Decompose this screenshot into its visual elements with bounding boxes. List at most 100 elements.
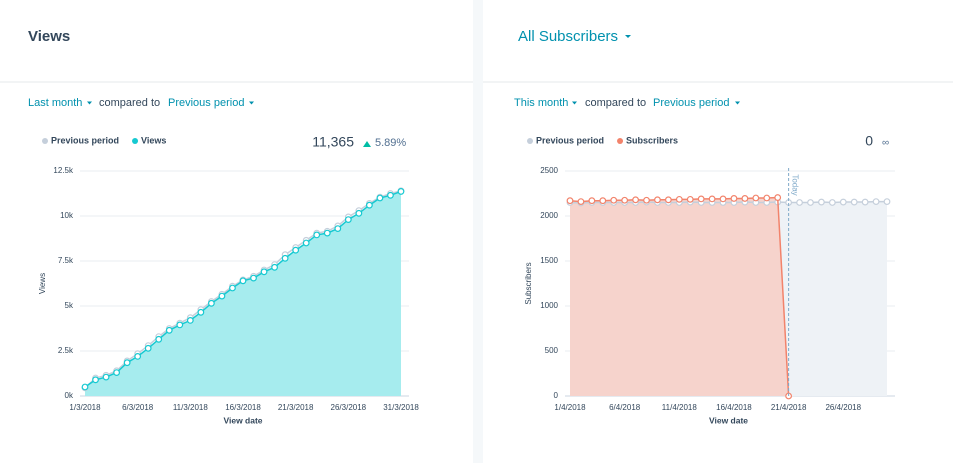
y-tick-label: 2.5k [58,346,74,355]
point [334,225,342,233]
point [741,195,749,202]
legend-swatch [132,138,139,144]
point [872,198,880,206]
y-tick-label: 0 [554,391,559,400]
period-dropdown[interactable]: Last month [28,97,82,109]
area [570,197,789,396]
point [796,199,803,206]
line [569,200,887,204]
x-tick-label: 11/4/2018 [662,403,698,412]
point [155,335,163,343]
point [828,199,836,206]
up-arrow [363,141,371,147]
x-tick-label: 11/3/2018 [173,403,209,412]
point [697,195,705,203]
point [344,216,352,224]
x-axis-label: View date [709,415,748,425]
point [207,299,215,307]
point [839,198,847,206]
point [763,194,771,202]
x-tick-label: 21/4/2018 [771,403,807,412]
point [588,197,596,205]
point [675,195,683,203]
point [397,188,405,195]
x-tick-label: 26/4/2018 [825,403,861,412]
point [566,197,574,205]
comparison-dropdown[interactable]: Previous period [168,97,244,109]
y-tick-label: 1500 [540,256,558,265]
point [144,344,152,352]
legend-swatch [617,138,624,144]
y-axis-label: Subscribers [524,262,533,304]
point [218,292,226,300]
point [883,198,891,206]
point [719,195,727,203]
point [686,195,694,203]
x-tick-label: 16/3/2018 [225,403,261,412]
legend-swatch [527,138,533,144]
period-dropdown[interactable]: This month [514,97,568,109]
point [807,199,814,206]
caret [249,101,254,105]
point [323,229,331,237]
caret [735,101,740,105]
point [708,195,716,203]
point [123,359,131,367]
point [861,198,869,206]
legend-label: Subscribers [626,135,678,145]
y-tick-label: 0k [65,391,74,400]
point [577,198,585,206]
change-value: ∞ [882,138,889,149]
point [818,198,825,206]
y-tick-label: 5k [65,301,74,310]
y-tick-label: 12.5k [53,166,74,175]
point [260,268,268,276]
point [197,308,205,316]
x-tick-label: 26/3/2018 [331,403,367,412]
area [85,191,401,396]
comparison-dropdown[interactable]: Previous period [653,97,729,109]
point [292,246,300,254]
point [92,376,99,384]
point [850,198,858,206]
report-selector[interactable]: All Subscribers [518,28,618,45]
change-value: 5.89% [375,137,406,149]
caret [572,101,577,105]
x-tick-label: 16/4/2018 [716,403,752,412]
x-tick-label: 6/4/2018 [609,403,641,412]
today-label: Today [791,174,800,195]
point [643,196,650,204]
y-tick-label: 1000 [540,301,558,310]
point [774,194,782,201]
point [102,373,110,381]
point [366,201,373,209]
point [134,353,142,360]
point [632,196,639,204]
x-axis-label: View date [223,415,262,425]
compare-text: compared to [99,97,160,109]
x-tick-label: 6/3/2018 [122,403,154,412]
legend-label: Previous period [51,135,119,145]
point [186,317,194,324]
x-tick-label: 31/3/2018 [383,403,419,412]
point [239,277,247,285]
caret [87,101,92,105]
x-tick-label: 1/4/2018 [554,403,586,412]
y-tick-label: 10k [60,211,74,220]
total-value: 0 [865,133,873,149]
compare-text: compared to [585,97,646,109]
point [250,274,257,282]
point [229,284,236,292]
point [599,197,607,205]
y-tick-label: 2000 [540,211,558,220]
point [654,196,661,204]
point [81,383,89,391]
point [730,195,738,202]
point [752,194,760,202]
point [113,369,120,377]
panel-gap [473,0,483,463]
point [165,326,173,334]
y-tick-label: 500 [545,346,559,355]
